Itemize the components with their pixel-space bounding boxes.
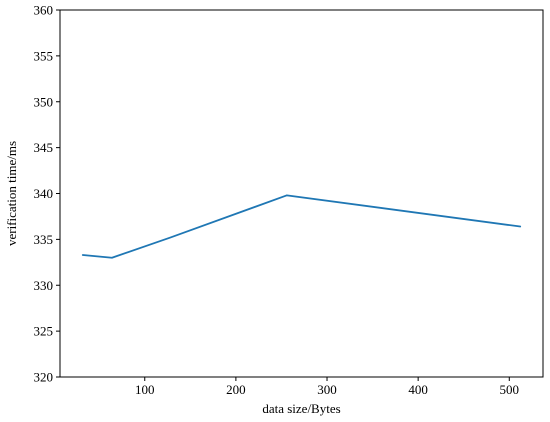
y-tick-label: 355	[34, 48, 54, 63]
y-tick-label: 330	[34, 278, 54, 293]
y-tick-label: 320	[34, 370, 54, 385]
x-tick-label: 100	[135, 382, 155, 397]
series-line-0	[81, 194, 522, 259]
x-axis-label: data size/Bytes	[262, 401, 340, 416]
series-group	[81, 194, 522, 259]
x-axis-ticks: 100 200 300 400 500	[135, 377, 519, 397]
y-tick-label: 360	[34, 3, 54, 18]
y-tick-label: 340	[34, 186, 54, 201]
y-tick-label: 335	[34, 232, 54, 247]
y-axis-ticks: 320 325 330 335 340 345 350 355 360	[34, 3, 60, 385]
y-axis-label: verification time/ms	[4, 141, 19, 246]
x-tick-label: 200	[226, 382, 246, 397]
plot-frame	[59, 9, 544, 378]
x-tick-label: 300	[317, 382, 337, 397]
x-tick-label: 400	[408, 382, 428, 397]
y-tick-label: 325	[34, 324, 54, 339]
y-tick-label: 350	[34, 94, 54, 109]
y-tick-label: 345	[34, 140, 54, 155]
x-tick-label: 500	[500, 382, 520, 397]
